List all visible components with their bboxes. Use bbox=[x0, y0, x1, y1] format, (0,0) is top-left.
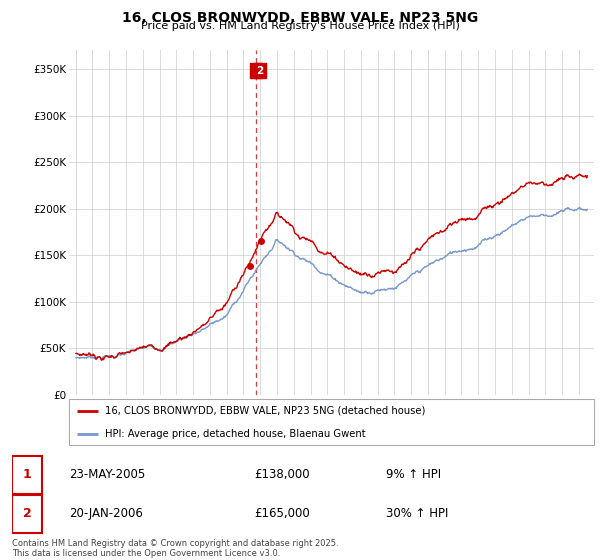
Text: 30% ↑ HPI: 30% ↑ HPI bbox=[386, 507, 449, 520]
Text: 2: 2 bbox=[23, 507, 31, 520]
Text: 1: 1 bbox=[253, 66, 260, 76]
Text: 2: 2 bbox=[256, 66, 263, 76]
Text: Price paid vs. HM Land Registry's House Price Index (HPI): Price paid vs. HM Land Registry's House … bbox=[140, 21, 460, 31]
Text: £138,000: £138,000 bbox=[254, 468, 310, 481]
Text: 20-JAN-2006: 20-JAN-2006 bbox=[70, 507, 143, 520]
Text: 23-MAY-2005: 23-MAY-2005 bbox=[70, 468, 146, 481]
Text: 16, CLOS BRONWYDD, EBBW VALE, NP23 5NG: 16, CLOS BRONWYDD, EBBW VALE, NP23 5NG bbox=[122, 11, 478, 25]
FancyBboxPatch shape bbox=[12, 456, 42, 493]
Text: 1: 1 bbox=[23, 468, 31, 481]
FancyBboxPatch shape bbox=[69, 399, 594, 445]
Text: Contains HM Land Registry data © Crown copyright and database right 2025.
This d: Contains HM Land Registry data © Crown c… bbox=[12, 539, 338, 558]
Text: HPI: Average price, detached house, Blaenau Gwent: HPI: Average price, detached house, Blae… bbox=[105, 429, 365, 438]
FancyBboxPatch shape bbox=[12, 495, 42, 533]
Text: 9% ↑ HPI: 9% ↑ HPI bbox=[386, 468, 442, 481]
Text: 16, CLOS BRONWYDD, EBBW VALE, NP23 5NG (detached house): 16, CLOS BRONWYDD, EBBW VALE, NP23 5NG (… bbox=[105, 406, 425, 416]
Text: £165,000: £165,000 bbox=[254, 507, 310, 520]
